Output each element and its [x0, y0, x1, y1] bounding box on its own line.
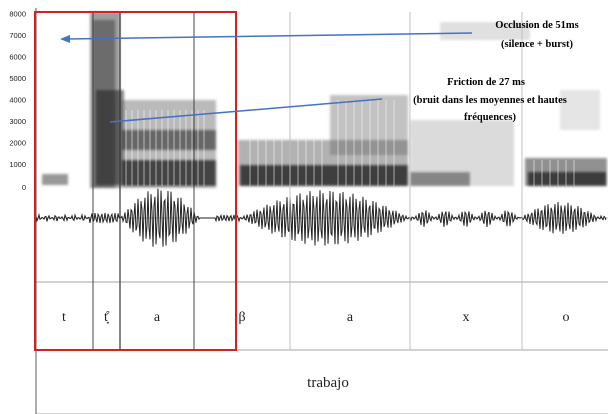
segment-labels: t t̞̊ a β a x o [62, 310, 569, 325]
spectrogram-striations [125, 100, 575, 186]
segment-beta: β [238, 310, 245, 325]
y-tick-2000: 2000 [9, 139, 26, 148]
segment-o: o [563, 310, 570, 325]
occlusion-annotation: Occlusion de 51ms (silence + burst) [495, 20, 578, 50]
friction-arrow [109, 98, 383, 123]
word-label: trabajo [307, 375, 349, 391]
segment-a-2: a [347, 310, 354, 325]
waveform [35, 188, 608, 247]
y-tick-7000: 7000 [9, 31, 26, 40]
friction-annotation: Friction de 27 ms (bruit dans les moyenn… [413, 77, 567, 123]
segment-t: t [62, 310, 66, 325]
y-tick-1000: 1000 [9, 160, 26, 169]
y-tick-4000: 4000 [9, 96, 26, 105]
y-tick-3000: 3000 [9, 117, 26, 126]
segment-approximant-t: t̞̊ [104, 310, 110, 325]
segment-a-1: a [154, 310, 161, 325]
y-tick-6000: 6000 [9, 53, 26, 62]
y-tick-8000: 8000 [9, 10, 26, 19]
annotation-arrows [60, 32, 473, 123]
occlusion-arrow [65, 32, 473, 40]
segment-boundaries [92, 12, 523, 350]
friction-line-2: (bruit dans les moyennes et hautes [413, 95, 567, 106]
occlusion-arrowhead [60, 35, 70, 43]
y-tick-0: 0 [22, 183, 26, 192]
y-tick-5000: 5000 [9, 74, 26, 83]
occlusion-line-2: (silence + burst) [501, 39, 573, 50]
frequency-axis: 8000 7000 6000 5000 4000 3000 2000 1000 … [9, 10, 26, 193]
highlight-box [34, 11, 237, 351]
segment-x: x [463, 310, 470, 325]
occlusion-line-1: Occlusion de 51ms [495, 20, 578, 31]
friction-line-1: Friction de 27 ms [447, 77, 525, 88]
friction-line-3: fréquences) [464, 112, 516, 123]
